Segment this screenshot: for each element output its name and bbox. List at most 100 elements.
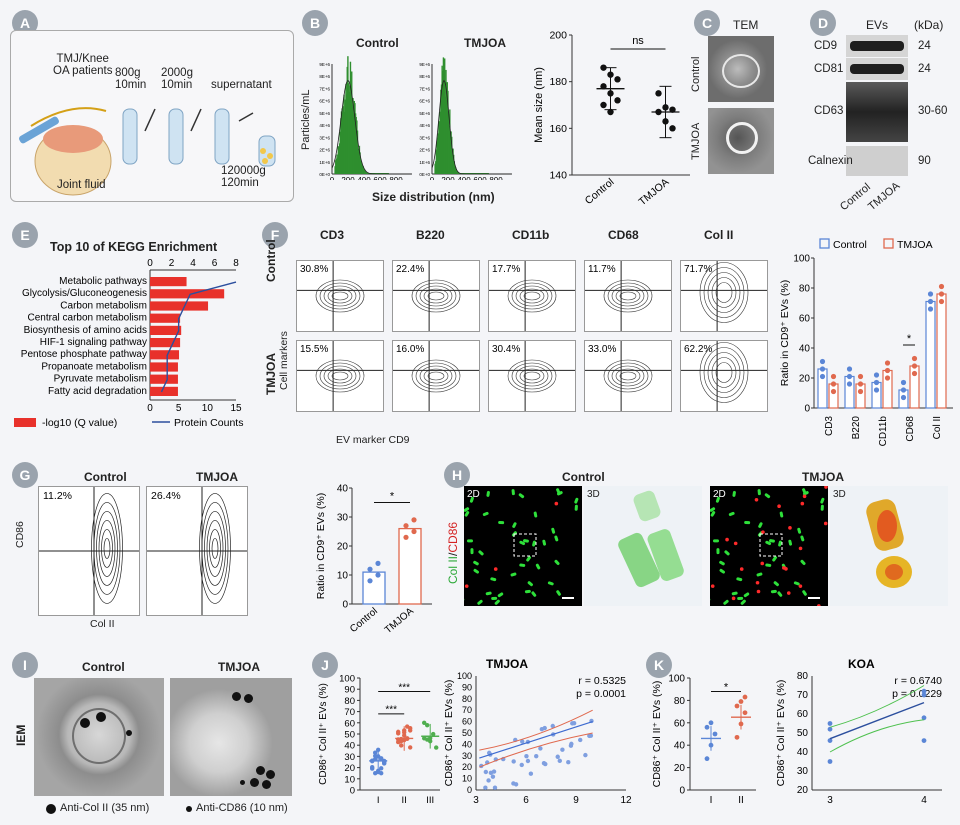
hist-control-ytick: 6E+6 bbox=[319, 99, 330, 104]
wb-lane-control: Control bbox=[838, 181, 873, 214]
kegg-bar bbox=[150, 386, 178, 396]
g-ratio-chart: 0 10 20 30 40 Ratio in CD9⁺ EVs (%) Control TMJ… bbox=[315, 484, 432, 636]
j-corr-y-tick: 70 bbox=[462, 705, 472, 715]
data-point bbox=[600, 101, 607, 109]
flow-contour bbox=[415, 362, 457, 390]
wb-band-cd9 bbox=[846, 35, 908, 57]
x-tick-label: I bbox=[710, 795, 713, 806]
hist-control-xtick: 400 bbox=[357, 176, 371, 180]
h-tmjoa-2d-image bbox=[710, 486, 828, 606]
h-red-signal bbox=[800, 501, 805, 506]
y-tick-label: 80 bbox=[674, 696, 686, 707]
h-green-signal bbox=[556, 590, 561, 596]
flow-contour bbox=[319, 362, 361, 390]
h-red-signal bbox=[493, 567, 498, 571]
h-green-signal bbox=[512, 522, 517, 528]
hist-title-tmjoa: TMJOA bbox=[464, 36, 506, 50]
g-contour bbox=[201, 502, 229, 595]
y-tick-label: 40 bbox=[674, 741, 686, 752]
kegg-category-label: Biosynthesis of amino acids bbox=[24, 325, 147, 336]
data-point bbox=[600, 64, 607, 71]
f-dot bbox=[884, 375, 891, 381]
kegg-bar bbox=[150, 289, 225, 299]
g-x-tick: TMJOA bbox=[383, 606, 416, 636]
y-tick-label: 70 bbox=[344, 707, 355, 718]
j-corr-dot bbox=[538, 746, 543, 751]
g-dot bbox=[367, 578, 373, 584]
g-contour bbox=[103, 538, 111, 559]
h-green-signal bbox=[712, 539, 719, 543]
hist-tmjoa-xtick: 0 bbox=[430, 176, 435, 180]
h-green-signal bbox=[466, 539, 473, 543]
wb-band-cd81 bbox=[846, 58, 908, 80]
k-corr-y-title: CD86⁺ Col II⁺ EVs (%) bbox=[775, 680, 787, 787]
flow-contour bbox=[331, 371, 349, 381]
h-ylabel: Col II/CD86 bbox=[446, 521, 460, 584]
j-corr-dot bbox=[511, 759, 516, 764]
h-red-signal bbox=[710, 584, 715, 588]
flow-contour bbox=[699, 262, 749, 323]
f-legend-control: Control bbox=[833, 239, 867, 251]
wb-kda-cd9: 24 bbox=[918, 40, 931, 52]
flow-contour bbox=[315, 359, 365, 393]
h-green-signal bbox=[756, 572, 763, 577]
j-dot bbox=[425, 722, 430, 728]
panel-label-b: B bbox=[302, 10, 328, 36]
h-green-signal bbox=[710, 511, 716, 517]
j-dot bbox=[399, 738, 404, 744]
h-green-signal bbox=[532, 540, 536, 547]
j-sig-1: *** bbox=[398, 682, 410, 693]
j-corr-ci-upper bbox=[479, 709, 593, 751]
h-red-signal bbox=[802, 494, 807, 499]
j-corr-dot bbox=[543, 761, 548, 767]
hist-control-ytick: 3E+6 bbox=[319, 135, 330, 140]
k-corr-r: r = 0.6740 bbox=[894, 675, 942, 687]
h-green-signal bbox=[526, 556, 531, 562]
hist-control-ytick: 2E+6 bbox=[319, 148, 330, 153]
h-green-signal bbox=[533, 511, 538, 518]
k-dot bbox=[738, 699, 744, 704]
flow-contour bbox=[331, 291, 349, 301]
y-tick-label: 20 bbox=[674, 763, 686, 774]
flow-contour bbox=[715, 282, 733, 303]
y-tick-label: 30 bbox=[344, 752, 355, 763]
h-green-signal bbox=[510, 572, 517, 577]
g-x-tick: Control bbox=[348, 606, 380, 635]
g-contour bbox=[211, 538, 219, 559]
h-control-3d-tag: 3D bbox=[587, 489, 600, 500]
kegg-bar bbox=[150, 301, 209, 311]
h-green-signal bbox=[497, 592, 504, 598]
y-tick-label: 100 bbox=[668, 674, 685, 685]
hist-tmjoa-xtick: 600 bbox=[473, 176, 487, 180]
hist-tmjoa-curve bbox=[431, 79, 512, 175]
g-dot bbox=[403, 534, 409, 540]
flow-contour bbox=[615, 368, 641, 384]
h-bg bbox=[464, 486, 582, 606]
h-green-signal bbox=[737, 596, 744, 600]
flow-ratio-chart: 0 20 40 60 80 100 Ratio in CD9⁺ EVs (%) Control… bbox=[779, 238, 953, 446]
f-dot bbox=[927, 298, 934, 305]
h-ylabel-cd86: CD86 bbox=[446, 521, 460, 553]
h-green-signal bbox=[511, 489, 515, 496]
flow-plot: 11.7% bbox=[584, 260, 672, 332]
panel-label-h: H bbox=[444, 462, 470, 488]
flow-contour bbox=[603, 279, 653, 313]
tem-tmjoa-image bbox=[708, 108, 774, 174]
h-green-signal bbox=[757, 489, 761, 496]
h-red-signal bbox=[823, 521, 828, 526]
kegg-bottom-tick: 10 bbox=[202, 403, 214, 414]
flow-contour bbox=[707, 272, 741, 313]
h-green-signal bbox=[531, 591, 537, 597]
flow-plot: 22.4% bbox=[392, 260, 480, 332]
j-corr-dot bbox=[534, 753, 539, 759]
kegg-category-label: Pentose phosphate pathway bbox=[21, 349, 147, 360]
k-dot bbox=[704, 756, 710, 762]
j-corr-x-tick: 6 bbox=[523, 795, 529, 806]
h-red-signal bbox=[733, 541, 738, 546]
j-corr-y-tick: 20 bbox=[462, 762, 472, 772]
j-corr-r: r = 0.5325 bbox=[578, 675, 626, 687]
i-legend-colii: Anti-Col II (35 nm) bbox=[60, 802, 150, 814]
h-green-signal bbox=[719, 568, 725, 574]
